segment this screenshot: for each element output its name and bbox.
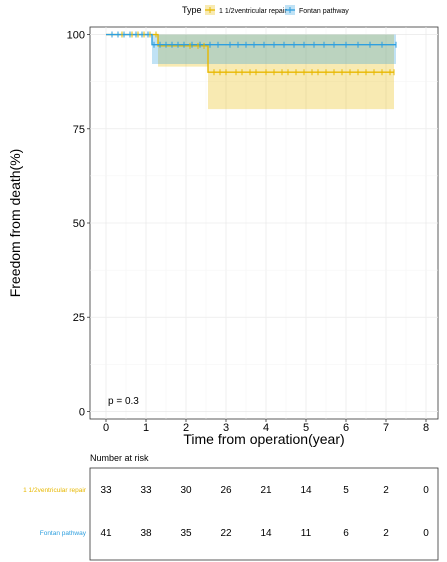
x-tick-label-6: 6 (343, 422, 349, 434)
y-tick-label-3: 75 (73, 124, 85, 136)
risk-value-1-5: 11 (301, 528, 312, 539)
risk-value-0-1: 33 (140, 485, 152, 496)
risk-table-panel (89, 467, 439, 561)
risk-value-1-7: 2 (383, 528, 389, 539)
y-tick-label-4: 100 (67, 30, 85, 42)
risk-value-0-0: 33 (100, 485, 112, 496)
risk-value-0-3: 26 (220, 485, 232, 496)
risk-value-1-6: 6 (343, 528, 349, 539)
risk-value-1-0: 41 (100, 528, 112, 539)
x-tick-label-7: 7 (383, 422, 389, 434)
risk-value-0-5: 14 (300, 485, 312, 496)
legend-label-1: Fontan pathway (299, 8, 349, 15)
x-tick-label-5: 5 (303, 422, 309, 434)
x-axis-label: Time from operation(year) (183, 431, 344, 447)
risk-row-label-0: 1 1/2ventricular repair (23, 487, 87, 494)
x-tick-label-8: 8 (423, 422, 429, 434)
risk-value-0-4: 21 (260, 485, 272, 496)
risk-value-0-7: 2 (383, 485, 389, 496)
risk-row-label-1: Fontan pathway (40, 530, 87, 537)
x-tick-label-0: 0 (103, 422, 109, 434)
risk-value-0-2: 30 (180, 485, 192, 496)
risk-value-0-6: 5 (343, 485, 349, 496)
y-axis-label: Freedom from death(%) (7, 149, 23, 298)
x-tick-label-3: 3 (223, 422, 229, 434)
axes: 0 1 2 3 4 5 6 7 8 0 25 50 75 100 (67, 30, 429, 434)
legend-title: Type (182, 5, 202, 15)
x-tick-label-2: 2 (183, 422, 189, 434)
x-tick-label-1: 1 (143, 422, 149, 434)
y-tick-label-1: 25 (73, 312, 85, 324)
censor-marks (111, 31, 397, 76)
risk-value-1-8: 0 (423, 528, 429, 539)
risk-value-0-8: 0 (423, 485, 429, 496)
p-value-annotation: p = 0.3 (108, 396, 139, 407)
risk-value-1-3: 22 (220, 528, 232, 539)
y-tick-label-0: 0 (79, 406, 85, 418)
risk-value-1-4: 14 (260, 528, 272, 539)
legend: Type 1 1/2ventricular repair Fontan pathw… (182, 5, 349, 15)
risk-table-title: Number at risk (90, 453, 149, 463)
risk-table: 1 1/2ventricular repair 33 33 30 26 21 14 5 2 0Fo… (23, 485, 429, 539)
legend-label-0: 1 1/2ventricular repair (219, 8, 287, 15)
risk-value-1-2: 35 (180, 528, 192, 539)
y-tick-label-2: 50 (73, 218, 85, 230)
x-tick-label-4: 4 (263, 422, 269, 434)
grid-lines (90, 27, 438, 419)
risk-value-1-1: 38 (140, 528, 152, 539)
